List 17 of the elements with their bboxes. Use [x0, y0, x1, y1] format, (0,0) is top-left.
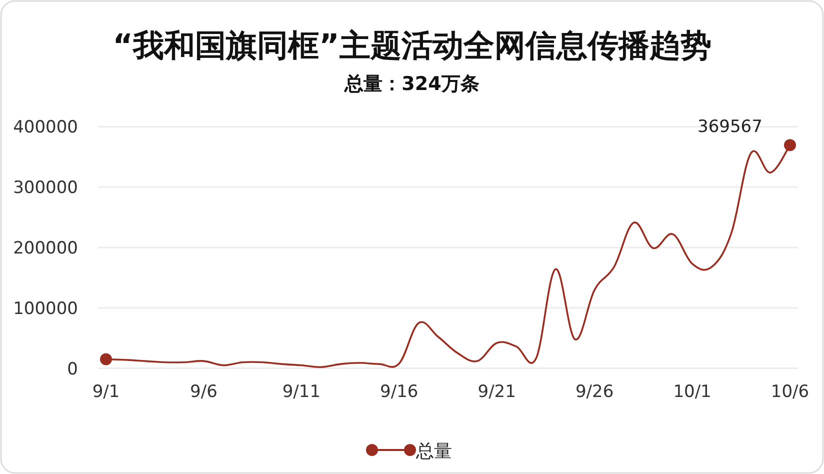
chart-subtitle: 总量：324万条 [344, 73, 480, 95]
y-tick-label: 0 [67, 359, 78, 380]
x-tick-label: 9/21 [478, 382, 516, 402]
x-tick-label: 9/11 [282, 382, 321, 402]
y-tick-label: 100000 [13, 298, 78, 319]
x-tick-label: 9/6 [190, 382, 218, 402]
y-tick-label: 400000 [13, 118, 78, 138]
y-tick-label: 200000 [13, 238, 78, 258]
chart-title: “我和国旗同框”主题活动全网信息传播趋势 [112, 28, 712, 64]
data-label: 369567 [698, 117, 762, 138]
x-tick-label: 10/6 [770, 382, 810, 402]
legend-label: 总量 [415, 441, 452, 462]
y-tick-label: 300000 [13, 178, 78, 198]
x-tick-label: 10/1 [673, 382, 712, 402]
x-tick-label: 9/1 [92, 382, 120, 402]
x-tick-label: 9/16 [380, 382, 418, 402]
x-tick-label: 9/26 [575, 382, 614, 402]
